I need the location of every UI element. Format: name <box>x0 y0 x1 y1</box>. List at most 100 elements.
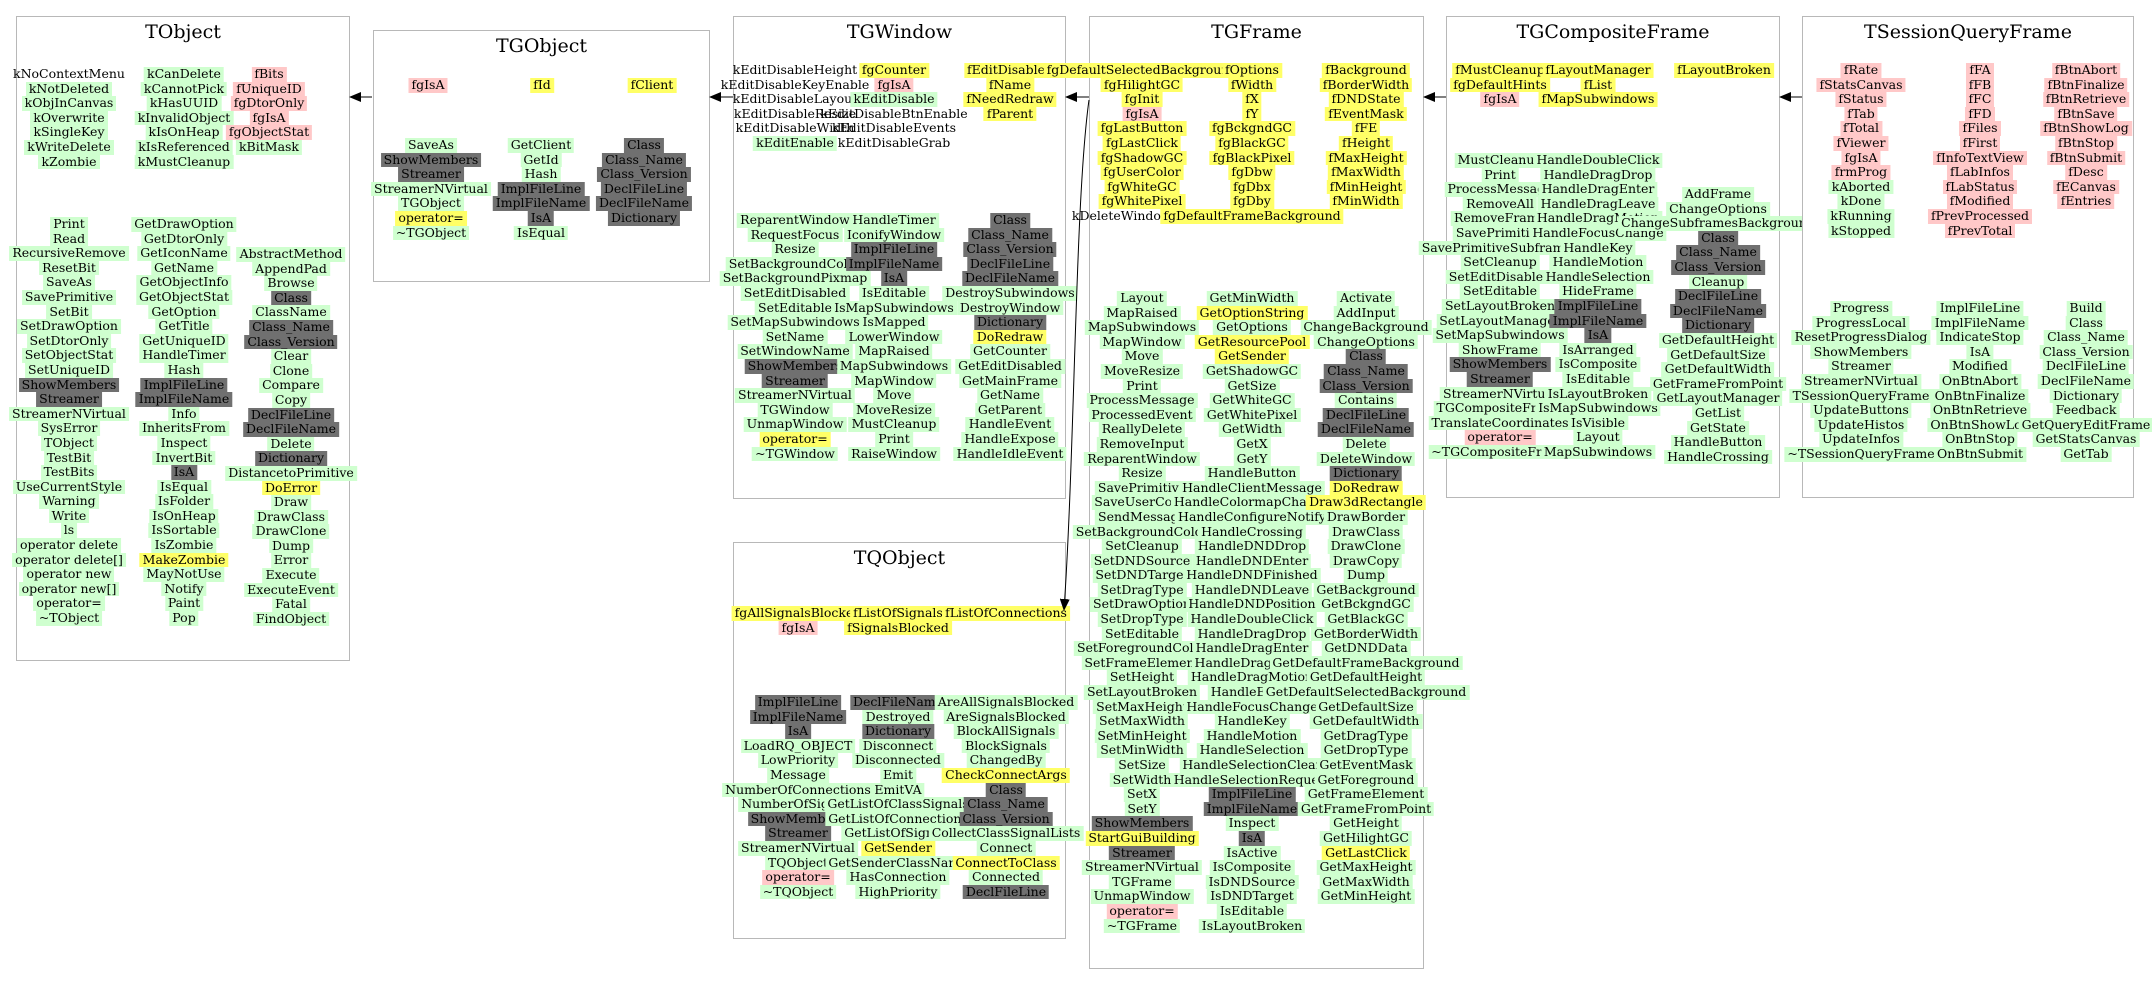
member-setcleanup: SetCleanup <box>1460 255 1540 270</box>
member-finfotextview: fInfoTextView <box>1933 150 2027 166</box>
member-getsender: GetSender <box>861 840 935 856</box>
member-onbtnfinalize: OnBtnFinalize <box>1931 388 2029 404</box>
member-getframeelement: GetFrameElement <box>1304 787 1428 802</box>
member-getoptionstring: GetOptionString <box>1196 305 1308 321</box>
member-handleconfigurenotify: HandleConfigureNotify <box>1175 509 1329 525</box>
member-feditdisabled: fEditDisabled <box>963 62 1057 78</box>
member-setwindowname: SetWindowName <box>737 344 853 359</box>
member-mapraised: MapRaised <box>1103 305 1181 321</box>
member-handleselection: HandleSelection <box>1196 743 1308 758</box>
member-column: fgAllSignalsBlocked fgIsA <box>731 605 865 636</box>
member-hideframe: HideFrame <box>1559 284 1637 299</box>
member-getdefaultheight: GetDefaultHeight <box>1658 332 1778 348</box>
member-issortable: IsSortable <box>148 523 220 539</box>
member-streamer: Streamer <box>1467 371 1533 387</box>
member-classname: ClassName <box>252 305 330 320</box>
member-getminwidth: GetMinWidth <box>1206 290 1298 306</box>
member-fstatus: fStatus <box>1835 92 1887 107</box>
member-handleevent: HandleEvent <box>965 417 1055 432</box>
member-fghilightgc: fgHilightGC <box>1100 77 1184 93</box>
member-declfilename: DeclFileName <box>2037 373 2135 389</box>
member-ffb: fFB <box>1965 77 1995 93</box>
member-print: Print <box>50 216 88 232</box>
member-iscomposite: IsComposite <box>1209 860 1295 875</box>
member-iconifywindow: IconifyWindow <box>843 227 945 243</box>
member-fsignalsblocked: fSignalsBlocked <box>844 620 952 636</box>
member-getdefaultwidth: GetDefaultWidth <box>1309 714 1423 729</box>
member-layout: Layout <box>1117 290 1167 306</box>
member-sendmessage: SendMessage <box>1095 509 1189 525</box>
member-column: fgIsA <box>408 77 448 93</box>
member-kinvalidobject: kInvalidObject <box>134 110 234 126</box>
member-saveas: SaveAs <box>405 137 457 153</box>
member-isa: IsA <box>1238 830 1266 846</box>
member-fgbckgndgc: fgBckgndGC <box>1209 121 1295 136</box>
member-implfilename: ImplFileName <box>749 709 847 725</box>
member-onbtnstop: OnBtnStop <box>1942 432 2018 447</box>
member-execute: Execute <box>262 567 320 583</box>
member-isarranged: IsArranged <box>1559 342 1637 358</box>
member-kobjincanvas: kObjInCanvas <box>21 96 117 111</box>
member-print: Print <box>875 431 913 447</box>
member-seteditable: SetEditable <box>1460 284 1540 299</box>
member-drawborder: DrawBorder <box>1323 509 1409 525</box>
member-column: Progress ProgressLocal ResetProgressDialog… <box>1784 300 1938 462</box>
member-fclient: fClient <box>627 77 677 93</box>
member-getdefaultselectedbackground: GetDefaultSelectedBackground <box>1262 684 1470 700</box>
member-isa: IsA <box>880 271 908 286</box>
member-resize: Resize <box>771 242 819 257</box>
member-handledndenter: HandleDNDEnter <box>1192 553 1312 569</box>
member-column: AddFrame ChangeOptions ChangeSubframesBack… <box>1618 186 1818 465</box>
member-handledragdrop: HandleDragDrop <box>1540 167 1656 183</box>
member-moveresize: MoveResize <box>853 402 935 418</box>
member-column: Class Class_Name Class_Version DeclFileLine… <box>595 137 693 226</box>
member-streamernvirtual: StreamerNVirtual <box>9 406 129 422</box>
member-saveas: SaveAs <box>43 275 95 290</box>
member-iscomposite: IsComposite <box>1555 357 1641 372</box>
member-column: fOptions fWidth fX fY fgBckgndGC fgBlackGC fgB… <box>1160 62 1344 224</box>
member-fmaxheight: fMaxHeight <box>1325 150 1407 166</box>
member-implfilename: ImplFileName <box>135 392 233 407</box>
member-feedback: Feedback <box>2052 403 2120 418</box>
member-handledragdrop: HandleDragDrop <box>1194 626 1310 642</box>
member-fviewer: fViewer <box>1833 135 1889 151</box>
member-seteditable: SetEditable <box>755 300 835 316</box>
member-column: kEditDisableHeight kEditDisableKeyEnable k… <box>718 62 873 151</box>
member-dump: Dump <box>1344 568 1388 583</box>
member-declfileline: DeclFileLine <box>1322 407 1410 423</box>
member-feventmask: fEventMask <box>1325 106 1407 122</box>
member-fgisa: fgIsA <box>249 110 289 126</box>
member-fgwhitegc: fgWhiteGC <box>1104 179 1180 195</box>
member-implfileline: ImplFileLine <box>850 242 938 257</box>
member-getresourcepool: GetResourcePool <box>1194 334 1310 350</box>
member-seteditdisabled: SetEditDisabled <box>740 285 850 301</box>
member-column: fRate fStatsCanvas fStatus fTab fTotal fViewe… <box>1816 62 1906 239</box>
member-destroysubwindows: DestroySubwindows <box>942 285 1078 301</box>
member-layout: Layout <box>1573 430 1623 445</box>
member-implfileline: ImplFileLine <box>497 181 585 197</box>
member-findobject: FindObject <box>252 611 330 627</box>
member-declfileline: DeclFileLine <box>600 181 688 197</box>
member-fgblackpixel: fgBlackPixel <box>1209 150 1295 166</box>
member-setuniqueid: SetUniqueID <box>25 362 113 378</box>
member-funiqueid: fUniqueID <box>233 81 305 97</box>
member-copy: Copy <box>271 392 311 408</box>
member-onbtnsubmit: OnBtnSubmit <box>1933 446 2027 462</box>
member-column: fMustCleanup fgDefaultHints fgIsA <box>1450 62 1550 107</box>
member-getframefrompoint: GetFrameFromPoint <box>1297 801 1435 817</box>
member-streamernvirtual: StreamerNVirtual <box>735 388 855 403</box>
member-moveresize: MoveResize <box>1101 363 1183 379</box>
member-column: GetMinWidth GetOptionString GetOptions GetR… <box>1170 290 1334 934</box>
member-ffd: fFD <box>1965 106 1995 122</box>
member-fprevprocessed: fPrevProcessed <box>1927 208 2033 224</box>
member-column: AbstractMethod AppendPad Browse Class ClassN… <box>225 246 357 627</box>
member-class: Class <box>1346 349 1386 364</box>
member-keditdisableheight: kEditDisableHeight <box>732 62 858 77</box>
member-paint: Paint <box>164 596 204 612</box>
member-gettitle: GetTitle <box>155 319 213 334</box>
member-notify: Notify <box>161 581 207 597</box>
member-kisonheap: kIsOnHeap <box>145 125 223 140</box>
class-title: TGFrame <box>1211 21 1302 43</box>
member-progresslocal: ProgressLocal <box>1812 315 1910 331</box>
